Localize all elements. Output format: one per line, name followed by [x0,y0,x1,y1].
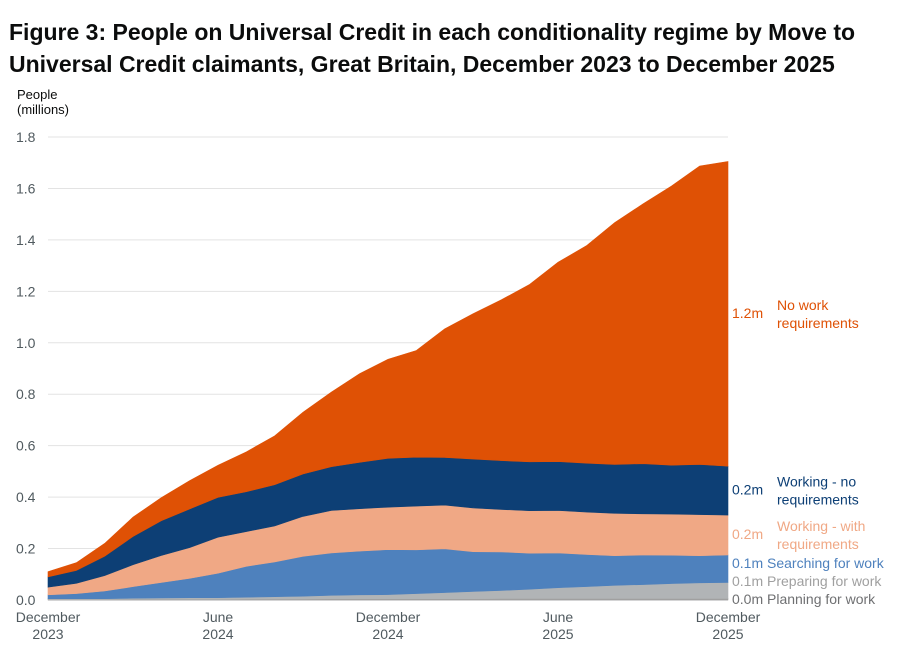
series-label-working-no-requirements: Working - no [777,474,856,490]
x-tick-label-month: June [203,609,234,625]
y-axis-title-line-2: (millions) [17,102,69,117]
series-label-searching-for-work: Searching for work [767,555,885,571]
x-tick-label-month: December [696,609,761,625]
chart-title: Figure 3: People on Universal Credit in … [9,16,909,80]
x-tick-label-year: 2024 [202,626,233,642]
series-label-no-work-requirements: requirements [777,315,859,331]
area-no-work-requirements [47,161,729,578]
y-tick-label: 1.8 [16,129,36,145]
y-tick-label: 1.4 [16,232,36,248]
series-label-no-work-requirements: No work [777,297,829,313]
x-tick-label-year: 2025 [542,626,573,642]
x-tick-label-month: December [16,609,81,625]
x-tick-label-month: June [543,609,574,625]
x-axis-ticks: December2023June2024December2024June2025… [16,609,761,642]
end-value-working-with-requirements: 0.2m [732,526,763,542]
y-axis-ticks: 0.0 0.2 0.4 0.6 0.8 1.0 1.2 1.4 1.6 1.8 [16,129,36,608]
x-tick-label-month: December [356,609,421,625]
y-tick-label: 1.6 [16,180,36,196]
series-label-working-no-requirements: requirements [777,492,859,508]
series-label-planning-for-work: Planning for work [767,591,876,607]
y-tick-label: 0.8 [16,386,36,402]
y-tick-label: 0.6 [16,438,36,454]
end-value-searching-for-work: 0.1m [732,555,763,571]
y-tick-label: 0.0 [16,592,36,608]
end-value-no-work-requirements: 1.2m [732,305,763,321]
series-label-working-with-requirements: requirements [777,536,859,552]
series-label-preparing-for-work: Preparing for work [767,573,882,589]
y-tick-label: 0.4 [16,489,36,505]
end-value-planning-for-work: 0.0m [732,591,763,607]
x-tick-label-year: 2024 [372,626,403,642]
end-value-working-no-requirements: 0.2m [732,482,763,498]
y-axis-title-line-1: People [17,87,57,102]
stacked-areas [47,161,729,601]
x-tick-label-year: 2025 [712,626,743,642]
y-tick-label: 1.0 [16,335,36,351]
chart-title-line-2: Universal Credit claimants, Great Britai… [9,51,835,77]
y-tick-label: 0.2 [16,541,36,557]
chart-title-line-1: Figure 3: People on Universal Credit in … [9,19,856,45]
x-tick-label-year: 2023 [32,626,63,642]
y-tick-label: 1.2 [16,283,36,299]
series-label-working-with-requirements: Working - with [777,518,865,534]
end-value-preparing-for-work: 0.1m [732,573,763,589]
